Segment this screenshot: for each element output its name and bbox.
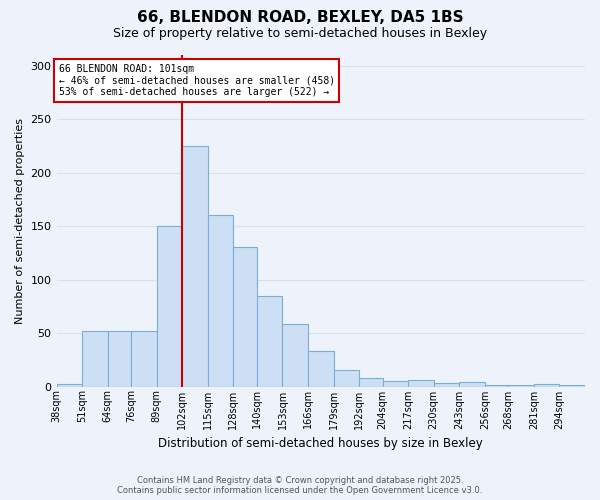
- Text: 66 BLENDON ROAD: 101sqm
← 46% of semi-detached houses are smaller (458)
53% of s: 66 BLENDON ROAD: 101sqm ← 46% of semi-de…: [59, 64, 335, 97]
- Bar: [534, 384, 559, 386]
- Bar: [157, 226, 182, 386]
- Bar: [182, 146, 208, 386]
- Bar: [459, 382, 485, 386]
- X-axis label: Distribution of semi-detached houses by size in Bexley: Distribution of semi-detached houses by …: [158, 437, 483, 450]
- Bar: [257, 296, 283, 386]
- Y-axis label: Number of semi-detached properties: Number of semi-detached properties: [15, 118, 25, 324]
- Text: Size of property relative to semi-detached houses in Bexley: Size of property relative to semi-detach…: [113, 28, 487, 40]
- Bar: [82, 331, 107, 386]
- Bar: [208, 216, 233, 386]
- Bar: [383, 381, 408, 386]
- Bar: [233, 248, 257, 386]
- Bar: [434, 384, 459, 386]
- Text: Contains HM Land Registry data © Crown copyright and database right 2025.
Contai: Contains HM Land Registry data © Crown c…: [118, 476, 482, 495]
- Bar: [408, 380, 434, 386]
- Bar: [107, 331, 131, 386]
- Bar: [56, 384, 82, 386]
- Bar: [308, 351, 334, 386]
- Bar: [131, 331, 157, 386]
- Bar: [359, 378, 383, 386]
- Bar: [334, 370, 359, 386]
- Text: 66, BLENDON ROAD, BEXLEY, DA5 1BS: 66, BLENDON ROAD, BEXLEY, DA5 1BS: [137, 10, 463, 25]
- Bar: [283, 324, 308, 386]
